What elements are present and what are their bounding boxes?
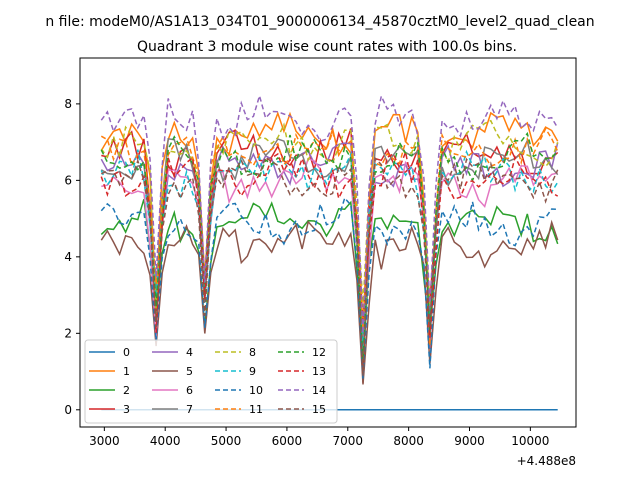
legend-label: 7 (186, 403, 193, 416)
y-tick-label: 6 (64, 173, 72, 187)
legend-label: 9 (249, 365, 256, 378)
legend-label: 1 (123, 365, 130, 378)
legend-box (84, 339, 338, 424)
axes-frame (79, 57, 577, 428)
x-tick-label: 4000 (150, 434, 181, 448)
series-line-3 (101, 128, 559, 383)
y-tick-label: 4 (64, 250, 72, 264)
y-tick-label: 0 (64, 403, 72, 417)
plot-lines (100, 93, 559, 411)
legend-label: 5 (186, 365, 193, 378)
x-tick-label: 10000 (511, 434, 549, 448)
series-line-2 (100, 198, 559, 367)
legend-label: 11 (249, 403, 263, 416)
y-axis-ticks: 0 2 4 6 8 (64, 97, 80, 417)
series-line-13 (100, 149, 559, 338)
legend-label: 14 (312, 384, 326, 397)
x-axis-ticks: 3000 4000 5000 6000 7000 8000 9000 10000 (89, 427, 549, 448)
series-line-11 (100, 127, 559, 346)
series-line-8 (100, 119, 559, 314)
x-tick-label: 5000 (211, 434, 242, 448)
x-axis-offset-label: +4.488e8 (517, 454, 576, 468)
legend-label: 13 (312, 365, 326, 378)
x-tick-label: 6000 (272, 434, 303, 448)
x-tick-label: 9000 (454, 434, 485, 448)
legend-label: 8 (249, 346, 256, 359)
figure-suptitle: n file: modeM0/AS1A13_034T01_9000006134_… (45, 14, 594, 30)
y-tick-label: 2 (64, 326, 72, 340)
legend-label: 12 (312, 346, 326, 359)
series-line-7 (100, 137, 559, 356)
series-line-12 (100, 131, 559, 362)
legend-label: 0 (123, 346, 130, 359)
series-line-9 (100, 149, 559, 348)
legend-label: 3 (123, 403, 130, 416)
legend-label: 2 (123, 384, 130, 397)
y-tick-label: 8 (64, 97, 72, 111)
series-line-14 (100, 93, 559, 334)
legend-label: 4 (186, 346, 193, 359)
legend-label: 10 (249, 384, 263, 397)
x-tick-label: 8000 (393, 434, 424, 448)
chart-title: Quadrant 3 module wise count rates with … (137, 39, 517, 55)
legend-label: 6 (186, 384, 193, 397)
series-line-10 (100, 196, 558, 379)
legend-label: 15 (312, 403, 326, 416)
series-line-5 (100, 219, 559, 385)
x-tick-label: 3000 (89, 434, 120, 448)
x-tick-label: 7000 (333, 434, 364, 448)
